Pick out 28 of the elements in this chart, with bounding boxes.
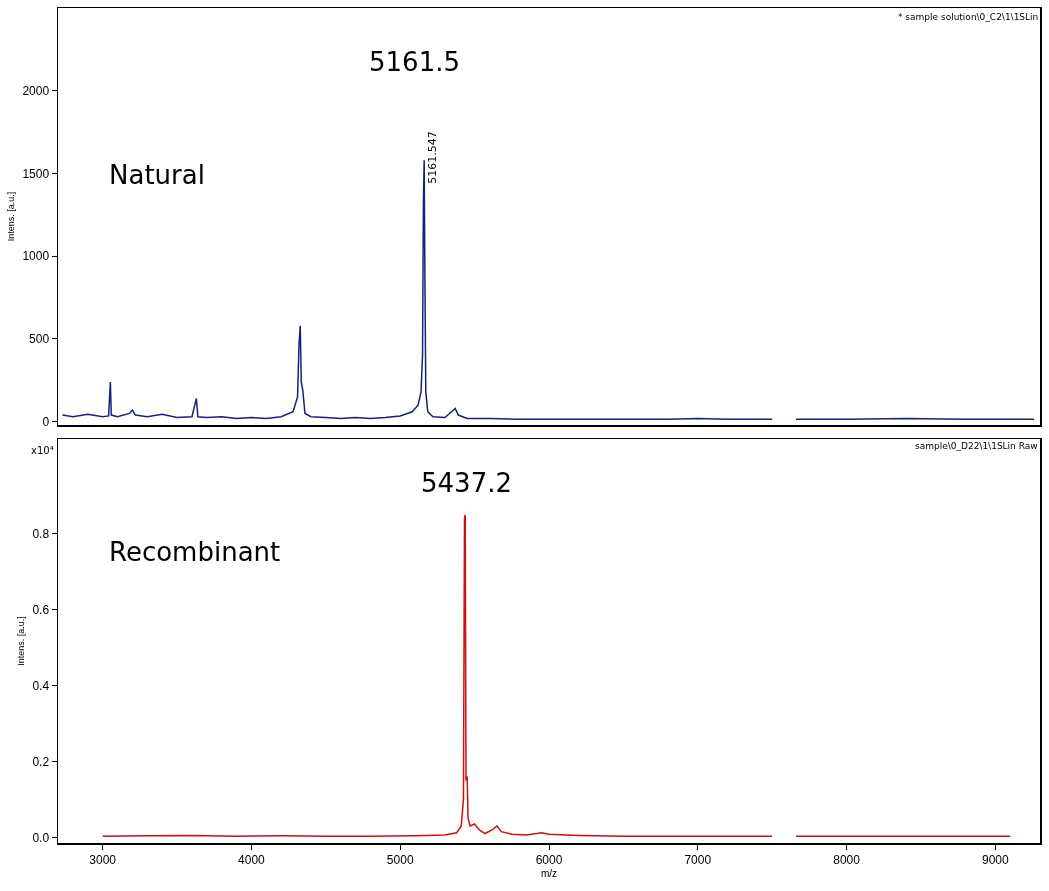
y-tick-label: 0 bbox=[42, 414, 50, 429]
annotation: * sample solution\0_C2\1\1SLin bbox=[898, 12, 1039, 22]
annotation: Recombinant bbox=[109, 537, 281, 567]
text: x10⁴ bbox=[31, 445, 54, 456]
x-axis-title: m/z bbox=[540, 868, 558, 880]
x-tick-label: 4000 bbox=[238, 852, 266, 867]
annotation: sample\0_D22\1\1SLin Raw bbox=[915, 441, 1038, 451]
y-tick-label: 1000 bbox=[22, 249, 50, 264]
x-tick-label: 6000 bbox=[535, 852, 563, 867]
annotation: 5437.2 bbox=[421, 468, 512, 498]
y-tick-label: 0.8 bbox=[32, 527, 50, 542]
y-tick-label: 1500 bbox=[22, 166, 50, 181]
y-tick-label: 0.6 bbox=[32, 602, 50, 617]
y-axis-title: Intens. [a.u.] bbox=[16, 616, 27, 666]
x-tick-label: 3000 bbox=[89, 852, 117, 867]
y-tick-label: 0.4 bbox=[32, 678, 50, 693]
y-axis-title: Intens. [a.u.] bbox=[6, 191, 16, 242]
x-tick-label: 9000 bbox=[982, 852, 1010, 867]
y-tick-label: 0.2 bbox=[32, 754, 50, 769]
annotation: 5161.5 bbox=[369, 47, 460, 77]
x-tick-label: 5000 bbox=[386, 852, 414, 867]
y-tick-label: 500 bbox=[29, 332, 50, 347]
x-tick-label: 7000 bbox=[684, 852, 712, 867]
annotation: Natural bbox=[109, 160, 205, 190]
y-tick-label: 0.0 bbox=[32, 830, 50, 845]
x-tick-label: 8000 bbox=[833, 852, 861, 867]
y-tick-label: 2000 bbox=[22, 83, 50, 98]
annotation: 5161.547 bbox=[425, 131, 439, 184]
